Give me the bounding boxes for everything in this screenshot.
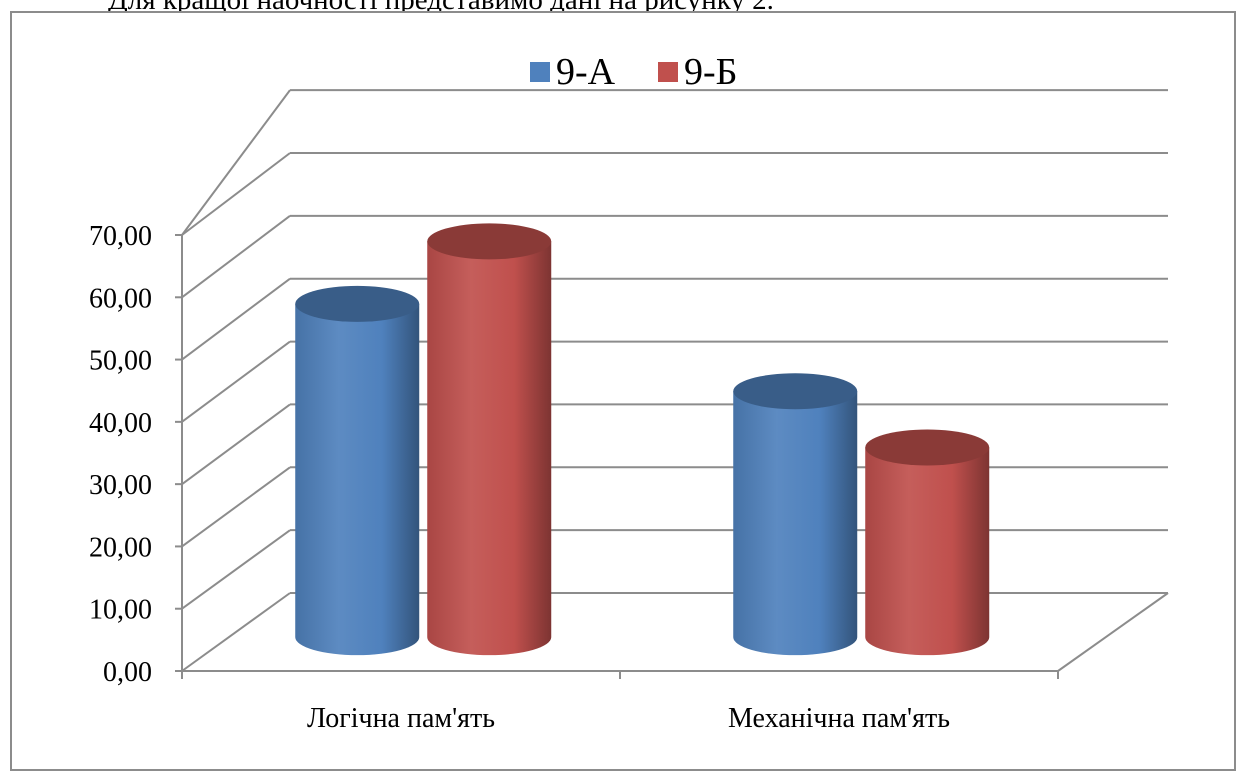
floor-right-edge (1057, 592, 1169, 672)
bar-series-b (427, 223, 552, 656)
x-tick-label: Механічна пам'ять (728, 703, 950, 734)
y-tick-label: 0,00 (103, 657, 152, 688)
axes (175, 234, 1169, 679)
bar-series-a (733, 373, 858, 656)
bar-top (295, 285, 420, 322)
gridline-side-top (181, 89, 291, 236)
y-tick-label: 10,00 (89, 595, 152, 626)
legend-label: 9-Б (684, 51, 737, 93)
y-tick-label: 70,00 (89, 221, 152, 252)
bars (295, 223, 990, 656)
y-tick-labels: 0,00 10,00 20,00 30,00 40,00 50,00 60,00 70,00 (89, 221, 152, 688)
bar-body (865, 447, 990, 656)
gridline-side (181, 277, 291, 361)
gridline-side (181, 215, 291, 299)
gridline-side (181, 403, 291, 485)
legend: 9-А 9-Б (530, 51, 737, 93)
x-tick-labels: Логічна пам'ять Механічна пам'ять (307, 703, 950, 734)
bar-body (733, 391, 858, 656)
bar-series-b (865, 429, 990, 656)
legend-label: 9-А (556, 51, 616, 93)
bar-body (427, 241, 552, 656)
legend-swatch (658, 62, 678, 82)
chart-frame (10, 11, 1236, 771)
bar-top (733, 373, 858, 410)
bar-series-a (295, 285, 420, 656)
gridline-side (181, 152, 291, 236)
legend-swatch (530, 62, 550, 82)
bar-chart-3d: 0,0010,0020,0030,0040,0050,0060,0070,00 … (89, 51, 1169, 734)
bar-top (865, 429, 990, 466)
x-tick-label: Логічна пам'ять (307, 703, 495, 734)
y-tick-label: 40,00 (89, 408, 152, 439)
gridline-side (181, 466, 291, 548)
gridline-side (181, 592, 291, 672)
y-tick-label: 30,00 (89, 470, 152, 501)
bar-top (427, 223, 552, 260)
bar-body (295, 303, 420, 656)
gridline-side (181, 529, 291, 610)
y-tick-label: 20,00 (89, 532, 152, 563)
y-tick-label: 60,00 (89, 283, 152, 314)
gridline-side (181, 340, 291, 423)
y-tick-label: 50,00 (89, 346, 152, 377)
